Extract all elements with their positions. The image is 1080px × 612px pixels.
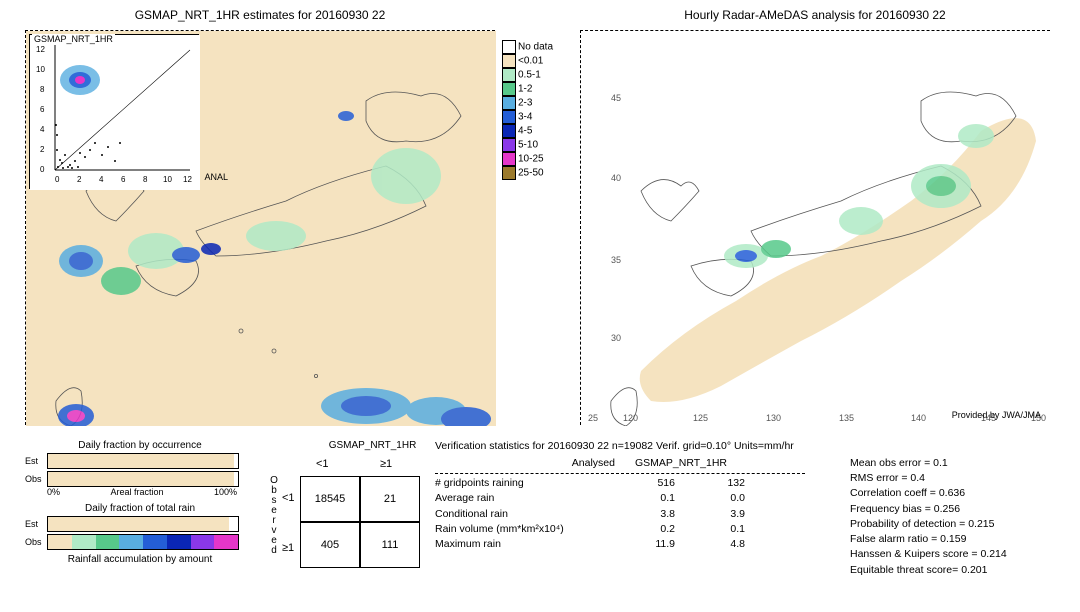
- legend-item: 25-50: [502, 166, 553, 180]
- legend-item: 10-25: [502, 152, 553, 166]
- metric-row: Probability of detection = 0.215: [850, 517, 1060, 532]
- svg-text:120: 120: [623, 413, 638, 423]
- svg-text:135: 135: [839, 413, 854, 423]
- left-map-title: GSMAP_NRT_1HR estimates for 20160930 22: [25, 8, 495, 22]
- metric-row: Frequency bias = 0.256: [850, 502, 1060, 517]
- left-map: GSMAP_NRT_1HR 0 2 4 6 8 10: [25, 30, 495, 425]
- occ-title: Daily fraction by occurrence: [25, 440, 255, 451]
- ct-col-ge: ≥1: [380, 458, 392, 470]
- legend-item: 4-5: [502, 124, 553, 138]
- svg-text:8: 8: [40, 85, 45, 94]
- est-label2: Est: [25, 519, 47, 529]
- axis-right: 100%: [214, 487, 237, 497]
- color-legend: No data<0.010.5-11-22-33-44-55-1010-2525…: [502, 40, 553, 180]
- rain-title: Daily fraction of total rain: [25, 503, 255, 514]
- ct-col-lt: <1: [316, 458, 329, 470]
- ct-a: 18545: [300, 476, 360, 522]
- right-map-footnote: Provided by JWA/JMA: [952, 410, 1041, 420]
- svg-text:8: 8: [143, 175, 148, 184]
- stats-panel: Verification statistics for 20160930 22 …: [435, 440, 1065, 578]
- contingency-table: GSMAP_NRT_1HR O b s e r v e d <1 ≥1 <1 ≥…: [270, 440, 440, 590]
- metric-row: Mean obs error = 0.1: [850, 456, 1060, 471]
- metric-row: Hanssen & Kuipers score = 0.214: [850, 547, 1060, 562]
- right-map-svg: 120125130 135140145 150 454035 3025: [581, 31, 1051, 426]
- svg-text:35: 35: [611, 255, 621, 265]
- svg-text:25: 25: [588, 413, 598, 423]
- svg-text:12: 12: [183, 175, 192, 184]
- legend-item: No data: [502, 40, 553, 54]
- occ-est-bar: [47, 453, 239, 469]
- svg-text:10: 10: [163, 175, 172, 184]
- ct-title: GSMAP_NRT_1HR: [305, 440, 440, 451]
- legend-item: 0.5-1: [502, 68, 553, 82]
- left-map-inset: GSMAP_NRT_1HR 0 2 4 6 8 10: [29, 34, 199, 189]
- inset-anal-label: ANAL: [204, 172, 228, 182]
- stat-row: Conditional rain3.83.9: [435, 507, 850, 522]
- stats-col-model: GSMAP_NRT_1HR: [635, 456, 745, 471]
- legend-item: 5-10: [502, 138, 553, 152]
- fraction-panel: Daily fraction by occurrence Est Obs 0% …: [25, 440, 255, 565]
- svg-text:40: 40: [611, 173, 621, 183]
- rain-est-bar: [47, 516, 239, 532]
- right-map: 120125130 135140145 150 454035 3025 Prov…: [580, 30, 1050, 425]
- stats-header: Verification statistics for 20160930 22 …: [435, 440, 1065, 452]
- stat-row: Rain volume (mm*km²x10⁴)0.20.1: [435, 522, 850, 537]
- ct-b: 21: [360, 476, 420, 522]
- svg-text:4: 4: [99, 175, 104, 184]
- metric-row: RMS error = 0.4: [850, 471, 1060, 486]
- stat-row: Maximum rain11.94.8: [435, 537, 850, 552]
- metric-row: Equitable threat score= 0.201: [850, 563, 1060, 578]
- obs-label2: Obs: [25, 537, 47, 547]
- rain-obs-bar: [47, 534, 239, 550]
- inset-label: GSMAP_NRT_1HR: [32, 34, 115, 44]
- axis-left: 0%: [47, 487, 60, 497]
- est-label: Est: [25, 456, 47, 466]
- svg-text:2: 2: [40, 145, 45, 154]
- ct-observed: O b s e r v e d: [268, 476, 280, 556]
- svg-text:140: 140: [911, 413, 926, 423]
- occ-obs-bar: [47, 471, 239, 487]
- legend-item: <0.01: [502, 54, 553, 68]
- ct-d: 111: [360, 522, 420, 568]
- obs-label: Obs: [25, 474, 47, 484]
- right-map-title: Hourly Radar-AMeDAS analysis for 2016093…: [580, 8, 1050, 22]
- stat-row: # gridpoints raining516132: [435, 476, 850, 491]
- legend-item: 1-2: [502, 82, 553, 96]
- legend-item: 3-4: [502, 110, 553, 124]
- svg-text:6: 6: [121, 175, 126, 184]
- stats-col-analysed: Analysed: [435, 456, 615, 471]
- ct-c: 405: [300, 522, 360, 568]
- svg-text:4: 4: [40, 125, 45, 134]
- svg-text:12: 12: [36, 45, 45, 54]
- svg-text:0: 0: [55, 175, 60, 184]
- svg-text:0: 0: [40, 165, 45, 174]
- accum-footer: Rainfall accumulation by amount: [25, 554, 255, 565]
- svg-text:125: 125: [693, 413, 708, 423]
- metric-row: False alarm ratio = 0.159: [850, 532, 1060, 547]
- axis-mid: Areal fraction: [110, 487, 163, 497]
- svg-text:45: 45: [611, 93, 621, 103]
- ct-row-lt: <1: [282, 492, 295, 504]
- svg-text:2: 2: [77, 175, 82, 184]
- svg-text:30: 30: [611, 333, 621, 343]
- ct-row-ge: ≥1: [282, 542, 294, 554]
- inset-svg: 0 2 4 6 8 10 12 0 2 4 6 8 10 12: [30, 35, 200, 190]
- legend-item: 2-3: [502, 96, 553, 110]
- svg-text:6: 6: [40, 105, 45, 114]
- stat-row: Average rain0.10.0: [435, 491, 850, 506]
- svg-text:10: 10: [36, 65, 45, 74]
- metric-row: Correlation coeff = 0.636: [850, 486, 1060, 501]
- svg-text:130: 130: [766, 413, 781, 423]
